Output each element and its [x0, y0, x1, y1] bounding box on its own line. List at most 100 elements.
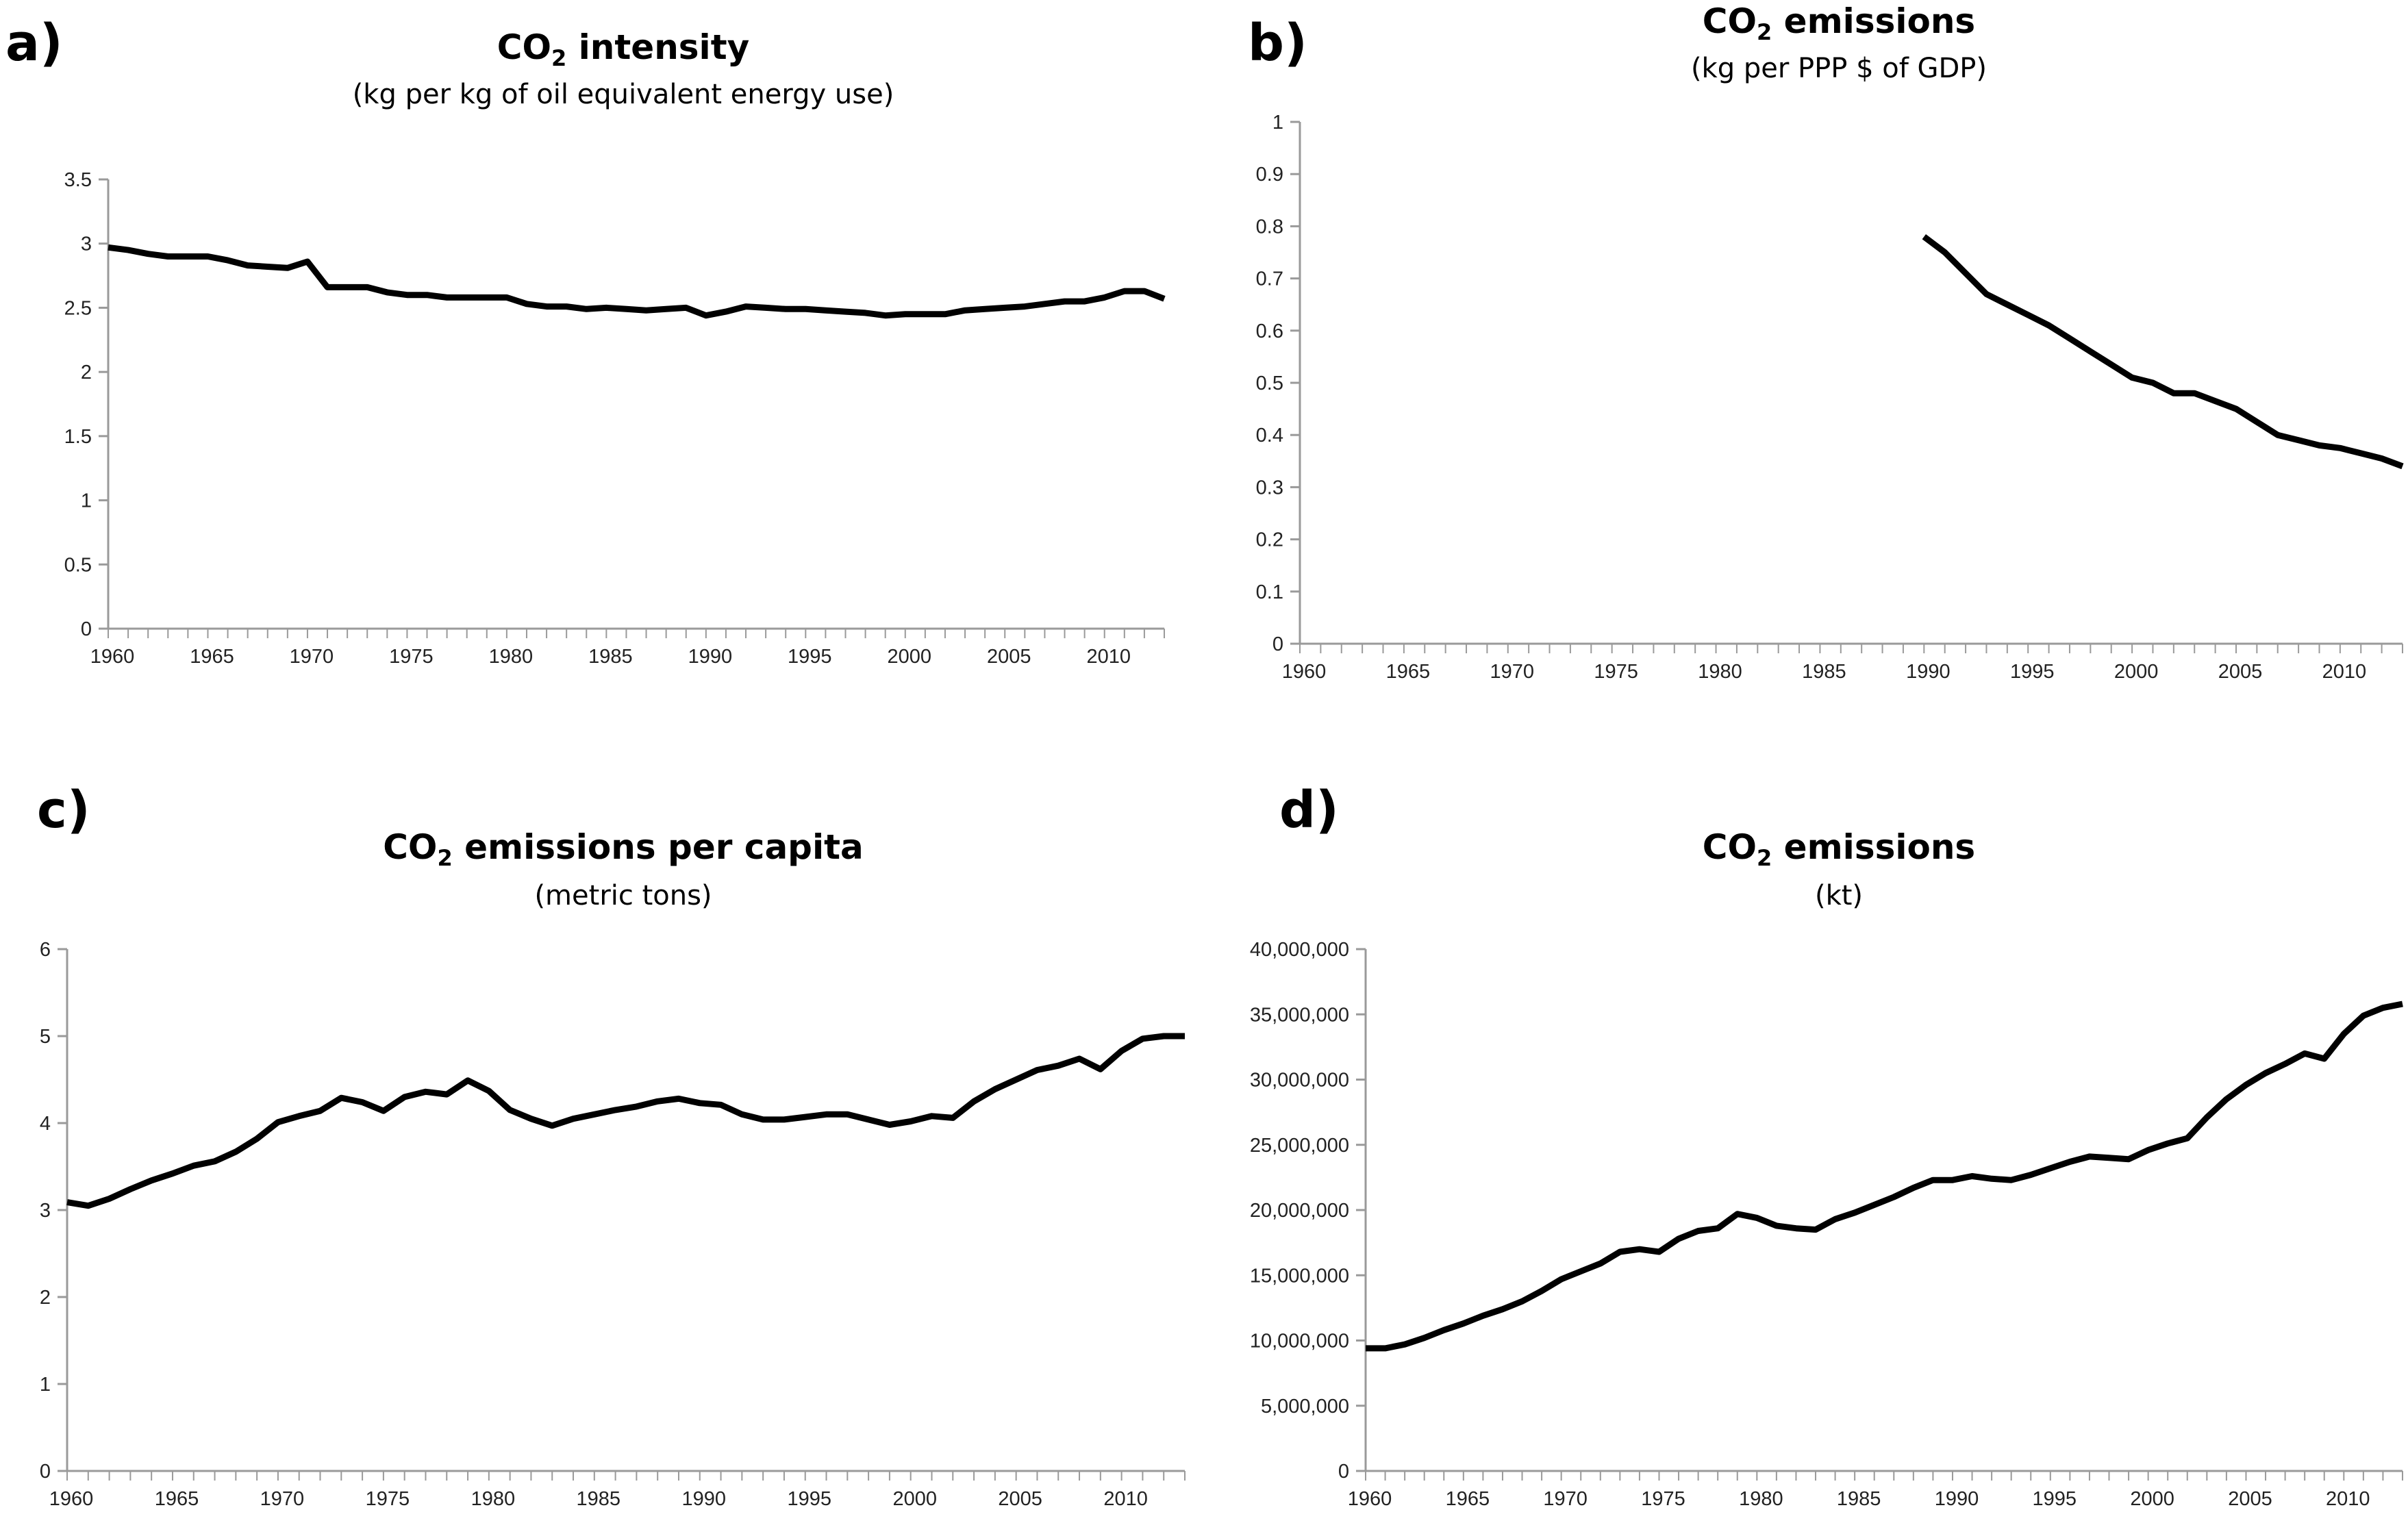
x-tick-label: 1995 — [2033, 1488, 2077, 1510]
y-tick-label: 1.5 — [64, 426, 92, 448]
y-tick-label: 5 — [40, 1026, 51, 1048]
series-line-b — [1922, 234, 2404, 470]
y-tick-label: 40,000,000 — [1250, 939, 1349, 961]
y-tick-label: 35,000,000 — [1250, 1004, 1349, 1026]
y-tick-label: 1 — [40, 1374, 51, 1396]
y-tick-label: 0.5 — [1256, 373, 1283, 394]
x-tick-label: 1970 — [1490, 661, 1535, 683]
x-tick-label: 1960 — [49, 1488, 94, 1510]
x-tick-label: 1995 — [788, 646, 832, 668]
x-tick-label: 1990 — [1935, 1488, 1979, 1510]
x-tick-label: 1980 — [1698, 661, 1742, 683]
chart-title-d: CO2 emissions — [1702, 827, 1976, 871]
y-tick-label: 0.8 — [1256, 216, 1283, 238]
x-tick-label: 1960 — [90, 646, 135, 668]
y-tick-label: 25,000,000 — [1250, 1135, 1349, 1157]
x-tick-label: 2005 — [2228, 1488, 2272, 1510]
x-tick-label: 2000 — [888, 646, 932, 668]
y-tick-label: 0 — [1338, 1461, 1349, 1483]
x-tick-label: 1995 — [2010, 661, 2055, 683]
series-line-c — [66, 1033, 1185, 1209]
x-tick-label: 1975 — [1641, 1488, 1685, 1510]
x-tick-label: 2000 — [892, 1488, 937, 1510]
x-tick-label: 1990 — [688, 646, 733, 668]
x-tick-label: 1975 — [1594, 661, 1638, 683]
panel-label-c: c) — [37, 781, 90, 840]
y-tick-label: 0.1 — [1256, 581, 1283, 603]
x-tick-label: 1985 — [1802, 661, 1846, 683]
x-tick-label: 1965 — [190, 646, 234, 668]
x-tick-label: 1960 — [1348, 1488, 1392, 1510]
x-tick-label: 1980 — [489, 646, 534, 668]
y-tick-label: 0.5 — [64, 554, 92, 576]
x-tick-label: 1990 — [1906, 661, 1951, 683]
y-tick-label: 0.7 — [1256, 268, 1283, 290]
x-tick-label: 2005 — [987, 646, 1031, 668]
x-tick-label: 1975 — [366, 1488, 410, 1510]
y-tick-label: 0 — [40, 1461, 51, 1483]
y-tick-label: 4 — [40, 1113, 51, 1135]
y-tick-label: 2 — [40, 1287, 51, 1309]
x-tick-label: 1985 — [588, 646, 633, 668]
x-tick-label: 2005 — [998, 1488, 1042, 1510]
y-tick-label: 10,000,000 — [1250, 1331, 1349, 1352]
y-tick-label: 0 — [1272, 633, 1283, 655]
x-tick-label: 1970 — [260, 1488, 305, 1510]
y-tick-label: 2.5 — [64, 297, 92, 319]
y-tick-label: 30,000,000 — [1250, 1070, 1349, 1092]
x-tick-label: 1985 — [1837, 1488, 1881, 1510]
y-tick-label: 0.2 — [1256, 529, 1283, 551]
x-tick-label: 1985 — [577, 1488, 621, 1510]
x-tick-label: 1980 — [1739, 1488, 1783, 1510]
chart-subtitle-c: (metric tons) — [534, 880, 712, 911]
y-tick-label: 1 — [81, 490, 92, 512]
y-tick-label: 5,000,000 — [1261, 1396, 1349, 1418]
series-line-a — [108, 244, 1166, 319]
x-tick-label: 1960 — [1282, 661, 1327, 683]
y-tick-label: 15,000,000 — [1250, 1265, 1349, 1287]
chart-d: 0 5,000,000 10,000,000 15,000,000 20,000,000… — [1250, 939, 2403, 1510]
chart-subtitle-b: (kg per PPP $ of GDP) — [1690, 53, 1987, 84]
y-tick-label: 1 — [1272, 112, 1283, 134]
y-tick-label: 3.5 — [64, 169, 92, 191]
panel-label-a: a) — [5, 14, 63, 73]
y-tick-label: 2 — [81, 362, 92, 383]
chart-subtitle-a: (kg per kg of oil equivalent energy use) — [352, 79, 894, 110]
y-tick-label: 6 — [40, 939, 51, 961]
y-tick-label: 0 — [81, 618, 92, 640]
chart-b: 0 0.1 0.2 0.3 0.4 0.5 0.6 0.7 0.8 0.9 1 1960 1965 197… — [1256, 112, 2404, 683]
series-line-d — [1366, 1000, 2403, 1352]
x-tick-label: 2010 — [2322, 661, 2367, 683]
x-tick-label: 2010 — [1103, 1488, 1148, 1510]
x-tick-label: 1970 — [1543, 1488, 1588, 1510]
chart-subtitle-d: (kt) — [1814, 880, 1864, 911]
x-tick-label: 2000 — [2114, 661, 2159, 683]
y-tick-label: 20,000,000 — [1250, 1200, 1349, 1222]
x-tick-label: 1965 — [155, 1488, 199, 1510]
panel-label-b: b) — [1248, 14, 1307, 73]
chart-c: 0 1 2 3 4 5 6 1960 1965 1970 1975 1980 1985 1990 1995 2… — [40, 939, 1186, 1510]
x-tick-label: 2010 — [2326, 1488, 2370, 1510]
y-tick-label: 0.4 — [1256, 425, 1283, 446]
y-tick-label: 3 — [40, 1200, 51, 1222]
x-tick-label: 1965 — [1446, 1488, 1490, 1510]
x-tick-label: 1970 — [290, 646, 334, 668]
chart-title-b: CO2 emissions — [1702, 1, 1976, 45]
chart-title-a: CO2 intensity — [497, 27, 750, 71]
y-tick-label: 0.9 — [1256, 164, 1283, 186]
x-tick-label: 2010 — [1086, 646, 1131, 668]
x-tick-label: 1995 — [787, 1488, 831, 1510]
panel-label-d: d) — [1279, 781, 1339, 840]
chart-a: 0 0.5 1 1.5 2 2.5 3 3.5 1960 1965 1970 1975 1980 1985… — [64, 169, 1166, 668]
x-tick-label: 2005 — [2218, 661, 2263, 683]
x-tick-label: 2000 — [2130, 1488, 2174, 1510]
y-tick-label: 3 — [81, 234, 92, 255]
x-tick-label: 1980 — [471, 1488, 516, 1510]
y-tick-label: 0.3 — [1256, 477, 1283, 499]
chart-title-c: CO2 emissions per capita — [383, 827, 864, 871]
y-tick-label: 0.6 — [1256, 320, 1283, 342]
x-tick-label: 1975 — [389, 646, 434, 668]
x-tick-label: 1990 — [682, 1488, 727, 1510]
x-tick-label: 1965 — [1386, 661, 1431, 683]
